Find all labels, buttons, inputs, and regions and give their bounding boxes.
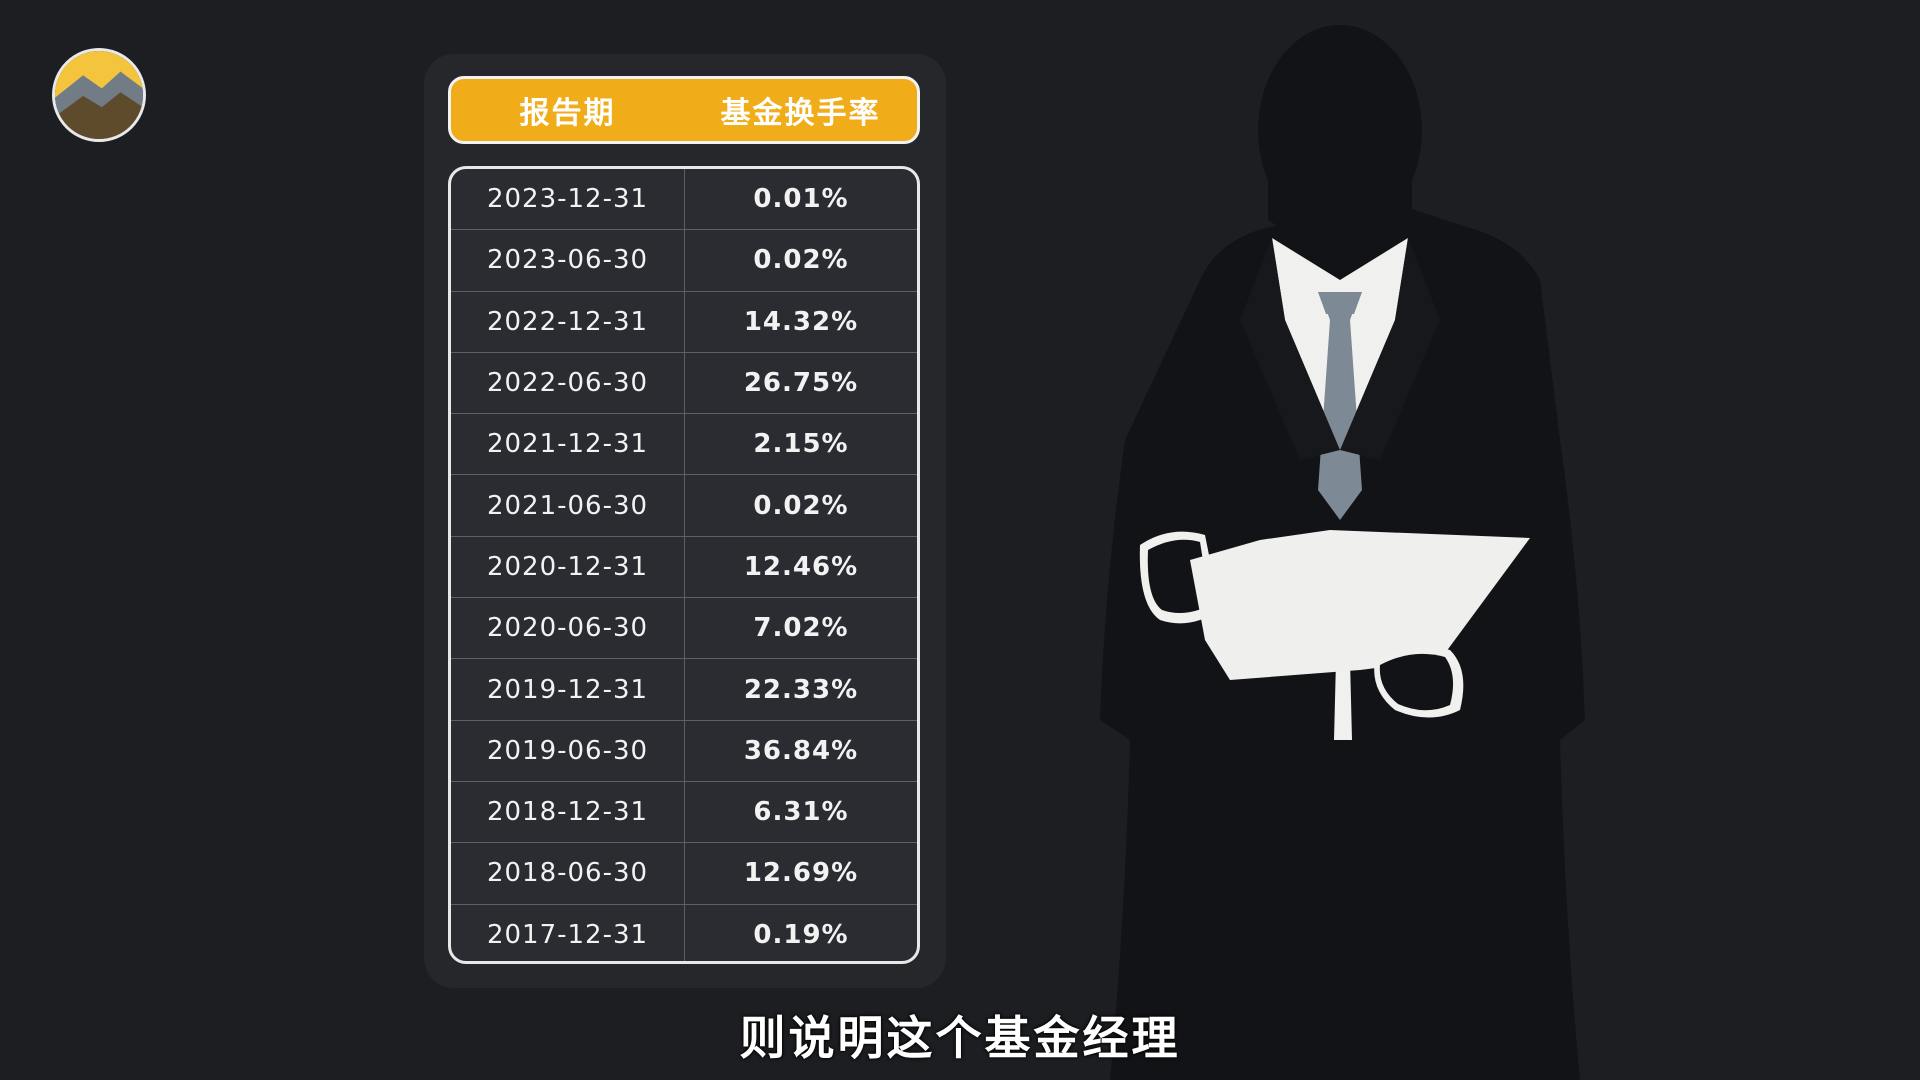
table-row: 2019-12-31 22.33% — [451, 659, 917, 721]
table-row: 2021-06-30 0.02% — [451, 475, 917, 537]
rate-cell: 36.84% — [743, 735, 859, 766]
table-header: 报告期 基金换手率 — [448, 76, 920, 144]
subtitle-caption: 则说明这个基金经理 — [739, 1011, 1181, 1065]
table-row: 2020-06-30 7.02% — [451, 598, 917, 660]
table-row: 2023-06-30 0.02% — [451, 230, 917, 292]
table-row: 2021-12-31 2.15% — [451, 414, 917, 476]
logo-icon — [55, 51, 143, 139]
table-body: 2023-12-31 0.01% 2023-06-30 0.02% 2022-1… — [448, 166, 920, 964]
date-cell: 2023-12-31 — [451, 169, 685, 230]
date-cell: 2018-06-30 — [451, 843, 685, 904]
rate-cell: 0.02% — [753, 245, 849, 276]
date-cell: 2019-06-30 — [451, 720, 685, 781]
rate-cell: 0.01% — [753, 184, 849, 215]
table-row: 2022-06-30 26.75% — [451, 352, 917, 415]
rate-cell: 12.46% — [743, 551, 859, 582]
header-turnover-rate: 基金换手率 — [720, 96, 881, 131]
table-row: 2020-12-31 12.46% — [451, 536, 917, 599]
date-cell: 2018-12-31 — [451, 781, 685, 843]
table-row: 2018-06-30 12.69% — [451, 843, 917, 905]
rate-cell: 14.32% — [743, 306, 859, 337]
table-row: 2017-12-31 0.19% — [451, 904, 917, 961]
date-cell: 2023-06-30 — [451, 230, 685, 291]
header-report-period: 报告期 — [519, 96, 616, 131]
rate-cell: 12.69% — [743, 858, 859, 889]
rate-cell: 6.31% — [753, 797, 849, 828]
date-cell: 2020-06-30 — [451, 598, 685, 659]
table-row: 2022-12-31 14.32% — [451, 291, 917, 353]
table-row: 2018-12-31 6.31% — [451, 781, 917, 844]
rate-cell: 0.02% — [753, 490, 849, 521]
businessman-silhouette — [1040, 20, 1660, 1080]
date-cell: 2021-12-31 — [451, 414, 685, 475]
rate-cell: 26.75% — [743, 368, 859, 399]
date-cell: 2020-12-31 — [451, 536, 685, 598]
rate-cell: 0.19% — [753, 920, 849, 951]
table-row: 2019-06-30 36.84% — [451, 720, 917, 782]
businessman-illustration — [1100, 25, 1585, 1080]
rate-cell: 2.15% — [753, 429, 849, 460]
table-row: 2023-12-31 0.01% — [451, 169, 917, 231]
date-cell: 2021-06-30 — [451, 475, 685, 536]
channel-logo — [52, 48, 146, 142]
date-cell: 2022-06-30 — [451, 352, 685, 414]
date-cell: 2019-12-31 — [451, 659, 685, 720]
date-cell: 2017-12-31 — [451, 904, 685, 961]
rate-cell: 7.02% — [753, 613, 849, 644]
date-cell: 2022-12-31 — [451, 291, 685, 352]
rate-cell: 22.33% — [743, 674, 859, 705]
